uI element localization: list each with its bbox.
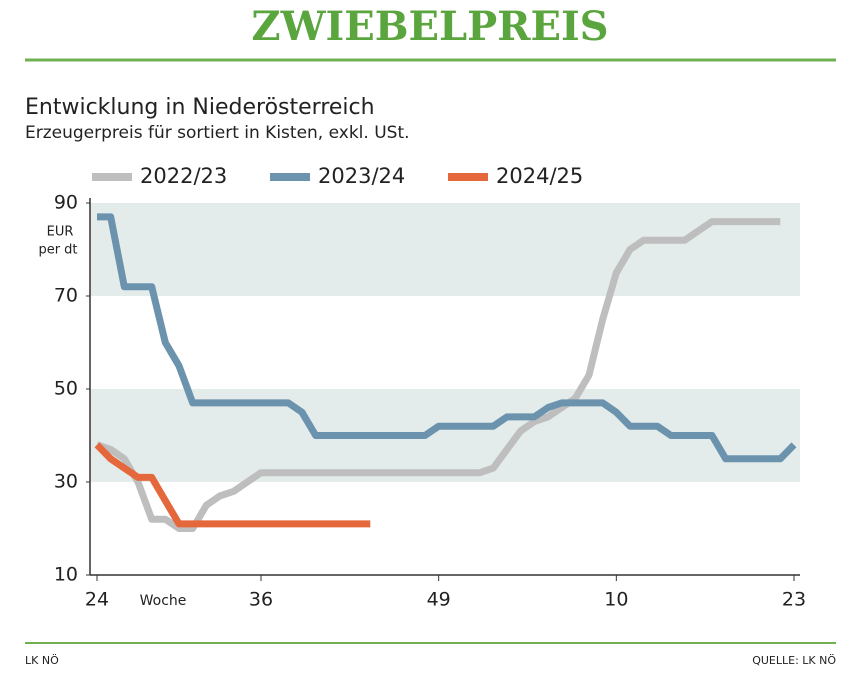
x-tick-label: 36 <box>249 589 273 611</box>
footer: QUELLE: LK NÖ <box>752 654 836 667</box>
series-line <box>97 213 797 463</box>
x-label: Woche <box>140 593 187 609</box>
y-label: EUR <box>47 225 74 240</box>
y-tick-label: 70 <box>54 285 78 307</box>
legend-label: 2022/23 <box>140 164 227 188</box>
y-tick-label: 90 <box>54 192 78 214</box>
x-tick-label: 24 <box>85 589 109 611</box>
y-tick-label: 50 <box>54 378 78 400</box>
y-tick-label: 30 <box>54 471 78 493</box>
band <box>90 203 800 296</box>
footer: LK NÖ <box>25 654 59 667</box>
legend-label: 2023/24 <box>318 164 405 188</box>
chart-title: ZWIEBELPREIS <box>251 3 608 50</box>
x-tick-label: 49 <box>427 589 451 611</box>
y-tick-label: 10 <box>54 564 78 586</box>
series-line <box>94 442 371 528</box>
subtitle: Entwicklung in Niederösterreich <box>25 95 375 120</box>
series-line <box>95 218 781 532</box>
note: Erzeugerpreis für sortiert in Kisten, ex… <box>25 123 410 143</box>
y-label: per dt <box>38 243 77 258</box>
x-tick-label: 10 <box>604 589 628 611</box>
legend-label: 2024/25 <box>496 164 583 188</box>
x-tick-label: 23 <box>782 589 806 611</box>
